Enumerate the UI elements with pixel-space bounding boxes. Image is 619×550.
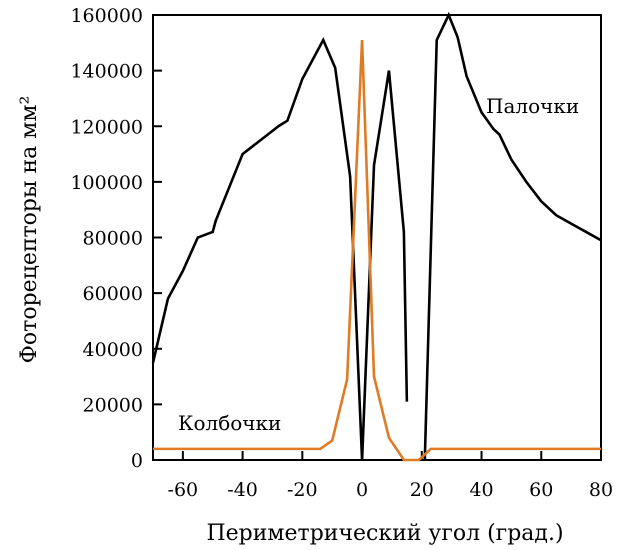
series-line-cones-0 bbox=[153, 39, 601, 462]
y-tick-label: 0 bbox=[131, 450, 143, 472]
y-tick-label: 80000 bbox=[83, 228, 143, 250]
y-tick-label: 40000 bbox=[83, 339, 143, 361]
y-axis-title: Фоторецепторы на мм² bbox=[17, 96, 42, 364]
x-axis: -60 -40 -20 0 20 40 60 80 bbox=[168, 451, 613, 501]
x-tick-label: -20 bbox=[287, 479, 318, 501]
y-tick-label: 140000 bbox=[70, 61, 143, 83]
y-tick-label: 20000 bbox=[83, 394, 143, 416]
x-tick-label: -40 bbox=[227, 479, 258, 501]
x-tick-label: -60 bbox=[168, 479, 199, 501]
y-tick-label: 60000 bbox=[83, 283, 143, 305]
x-tick-label: 20 bbox=[410, 479, 434, 501]
series-layer bbox=[151, 11, 602, 462]
y-tick-label: 120000 bbox=[70, 116, 143, 138]
x-tick-label: 40 bbox=[469, 479, 493, 501]
series-label-rods: Палочки bbox=[486, 94, 579, 118]
y-axis: 0 20000 40000 60000 80000 100000 120000 140000 1… bbox=[70, 5, 162, 472]
series-line-rods-0 bbox=[151, 37, 409, 461]
x-tick-label: 80 bbox=[589, 479, 613, 501]
y-tick-label: 100000 bbox=[70, 172, 143, 194]
y-tick-label: 160000 bbox=[70, 5, 143, 27]
x-tick-label: 0 bbox=[356, 479, 368, 501]
series-line-rods-1 bbox=[423, 11, 602, 461]
x-axis-title: Периметрический угол (град.) bbox=[206, 521, 563, 546]
series-label-cones: Колбочки bbox=[178, 411, 281, 435]
x-tick-label: 60 bbox=[529, 479, 553, 501]
